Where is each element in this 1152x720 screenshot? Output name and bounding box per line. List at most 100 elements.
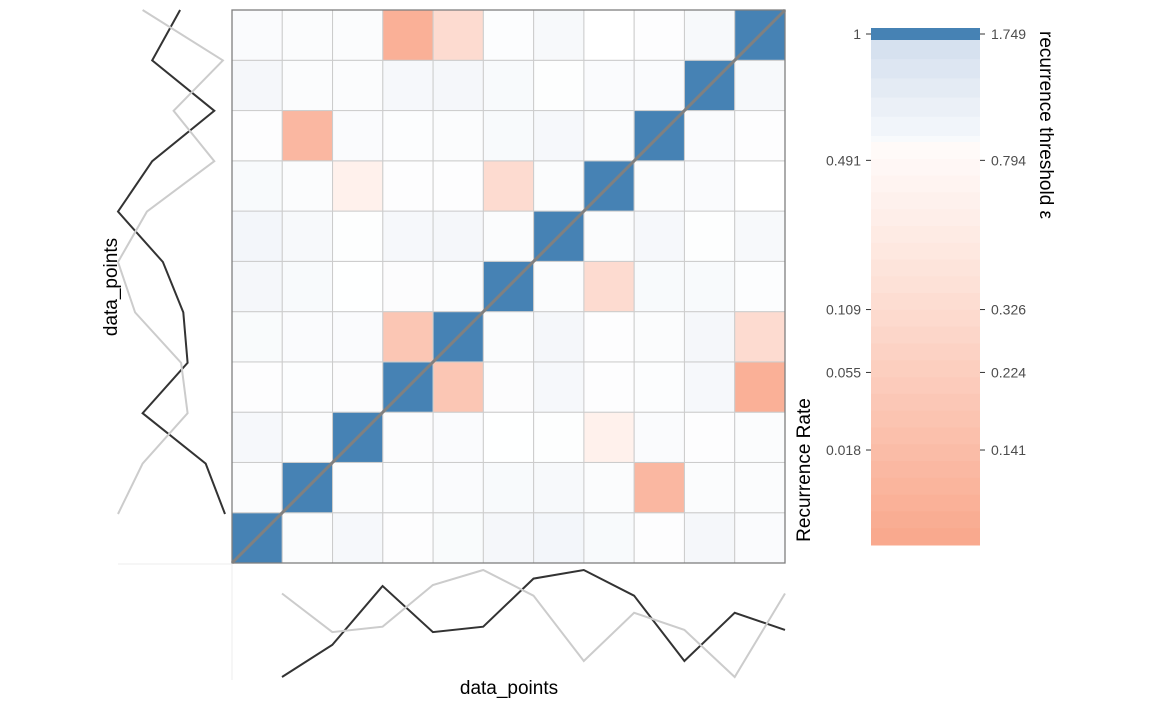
heatmap-cell [583,311,635,363]
heatmap-cell [332,210,384,262]
heatmap-cell [533,59,585,112]
heatmap-cell [583,9,635,61]
heatmap-cell [734,512,786,564]
heatmap-cell [683,110,736,162]
heatmap-cell [432,59,484,112]
heatmap-cell [382,512,434,564]
legend-red-step [871,393,980,412]
heatmap-cell [482,411,535,463]
heatmap-cell [734,110,786,162]
legend-blue-step [871,40,980,60]
heatmap-cell [281,311,334,363]
heatmap-cell [633,512,685,564]
legend-left-label: 0.018 [826,442,861,458]
heatmap-cell [382,210,434,262]
x-axis-title: data_points [460,678,558,699]
heatmap-cell [583,361,635,413]
heatmap-cell [332,361,384,413]
heatmap-cell [231,110,283,162]
heatmap-cell [382,411,434,463]
heatmap-cell [332,260,384,313]
heatmap-cell [734,311,786,363]
heatmap-cell [382,110,434,162]
heatmap-cell [683,160,736,212]
heatmap-cell [583,110,635,162]
heatmap-cell [734,210,786,262]
legend-red-step [871,293,980,311]
legend-right-label: 1.749 [991,26,1026,42]
heatmap-cell [734,160,786,212]
heatmap-cell [683,260,736,313]
legend-red-step [871,175,980,193]
heatmap-cell [231,59,283,112]
legend: 1 1.749 0.491 0.794 0.109 0.326 0.055 0.224 0.01… [794,26,1056,546]
legend-left-label: 0.055 [826,364,861,380]
heatmap-cell [432,210,484,262]
legend-red-step [871,226,980,244]
heatmap-cell [281,411,334,463]
legend-left-label: 1 [853,26,861,42]
heatmap-cell [231,210,283,262]
legend-red-step [871,192,980,210]
legend-right-label: 0.141 [991,442,1026,458]
heatmap-cell [633,411,685,463]
bottom-series-light [281,568,786,679]
y-axis-title: data_points [101,238,122,336]
legend-left-label: 0.491 [826,152,861,168]
legend-blue-step [871,97,980,118]
legend-red-step [871,444,980,462]
legend-right-label: 0.326 [991,302,1026,318]
heatmap-cell [482,59,535,112]
heatmap-cell [332,311,384,363]
left-marginal-series [116,9,226,515]
heatmap-cell [683,361,736,413]
heatmap-cell [683,512,736,564]
heatmap-cell [432,9,484,61]
heatmap-cell [382,461,434,514]
heatmap-cell [281,361,334,413]
legend-right-label: 0.794 [991,152,1026,168]
heatmap-cell [683,210,736,262]
legend-blue-step [871,59,980,79]
heatmap-cell [432,110,484,162]
heatmap-cell [231,9,283,61]
heatmap-cell [281,160,334,212]
heatmap-cell [533,311,585,363]
heatmap-cell [432,461,484,514]
heatmap-cell [332,160,384,212]
bottom-marginal-series [281,568,786,679]
left-series-light [116,9,225,515]
heatmap-cell [382,260,434,313]
heatmap-cell [633,9,685,61]
legend-left-label: 0.109 [826,302,861,318]
heatmap-cell [231,160,283,212]
heatmap-cell [683,311,736,363]
heatmap-cell [281,110,334,162]
legend-red-step [871,494,980,512]
heatmap-cell [432,512,484,564]
heatmap-cell [231,260,283,313]
heatmap-cell [482,210,535,262]
heatmap-cell [482,110,535,162]
heatmap-cell [633,461,685,514]
legend-right-label: 0.224 [991,364,1026,380]
heatmap-cell [332,461,384,514]
heatmap-cell [633,210,685,262]
legend-left-title: Recurrence Rate [794,398,815,542]
heatmap-cell [533,361,585,413]
legend-blue-step [871,78,980,99]
heatmap-border [231,9,786,564]
heatmap-cell [583,210,635,262]
heatmap-cell [633,361,685,413]
heatmap-cell [734,260,786,313]
legend-red-step [871,511,980,529]
heatmap-cell [432,361,484,413]
heatmap-cell [382,9,434,61]
heatmap-cell [734,361,786,413]
heatmap-cell [533,411,585,463]
heatmap-cell [482,512,535,564]
legend-red-step [871,309,980,328]
heatmap-cell [332,110,384,162]
heatmap-cell [734,59,786,112]
heatmap-cell [281,512,334,564]
